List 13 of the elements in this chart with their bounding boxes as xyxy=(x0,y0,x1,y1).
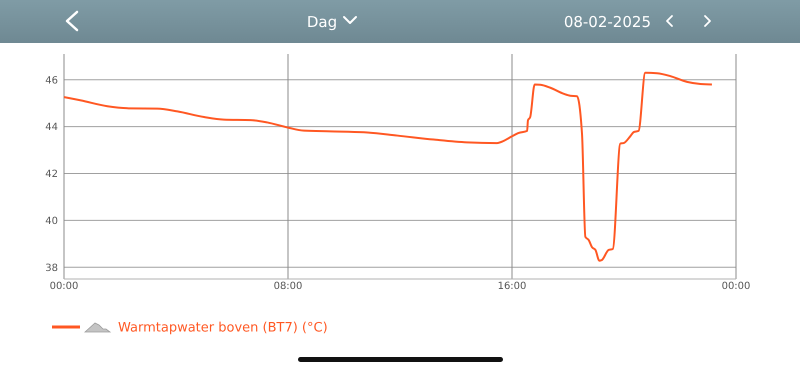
x-tick-label: 08:00 xyxy=(274,281,302,292)
x-tick-label: 00:00 xyxy=(50,281,78,292)
y-tick-label: 46 xyxy=(45,75,58,86)
line-series xyxy=(63,72,713,262)
text: Dag xyxy=(306,13,338,31)
y-tick-label: 38 xyxy=(45,262,58,274)
x-tick-label: 16:00 xyxy=(498,281,526,292)
text: Warmtapwater boven (BT7) (°C) xyxy=(118,320,328,336)
y-tick-label: 40 xyxy=(45,216,58,227)
x-tick-label: 00:00 xyxy=(722,281,750,292)
text: 08-02-2025 xyxy=(564,13,651,31)
y-tick-label: 42 xyxy=(45,169,58,180)
y-tick-label: 44 xyxy=(45,122,58,134)
